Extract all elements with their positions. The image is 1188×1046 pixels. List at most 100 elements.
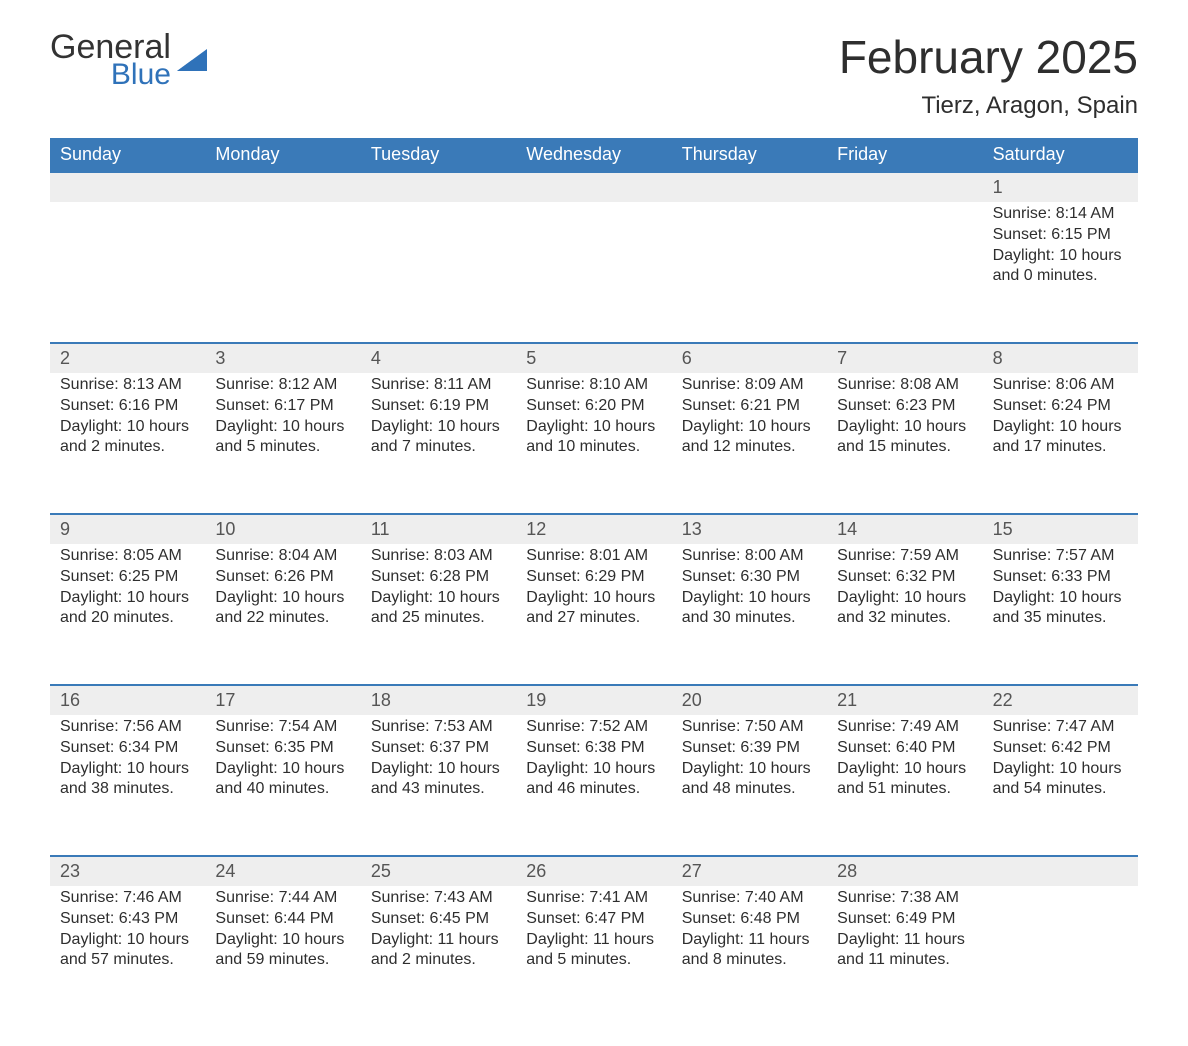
- day-d2: and 17 minutes.: [993, 437, 1128, 458]
- day-d2: and 51 minutes.: [837, 779, 972, 800]
- day-cell: Sunrise: 8:09 AMSunset: 6:21 PMDaylight:…: [672, 373, 827, 493]
- month-title: February 2025: [839, 30, 1138, 84]
- day-cell: [672, 202, 827, 322]
- day-cell: Sunrise: 8:11 AMSunset: 6:19 PMDaylight:…: [361, 373, 516, 493]
- weekday-header: Thursday: [672, 138, 827, 171]
- day-number: 19: [516, 686, 671, 715]
- day-sunset: Sunset: 6:37 PM: [371, 738, 506, 759]
- day-sunset: Sunset: 6:40 PM: [837, 738, 972, 759]
- day-info: Sunrise: 8:04 AMSunset: 6:26 PMDaylight:…: [215, 546, 350, 629]
- day-sunset: Sunset: 6:34 PM: [60, 738, 195, 759]
- day-d1: Daylight: 10 hours: [837, 759, 972, 780]
- day-info: Sunrise: 7:52 AMSunset: 6:38 PMDaylight:…: [526, 717, 661, 800]
- day-d1: Daylight: 11 hours: [526, 930, 661, 951]
- day-sunrise: Sunrise: 8:14 AM: [993, 204, 1128, 225]
- day-d1: Daylight: 10 hours: [837, 588, 972, 609]
- day-sunset: Sunset: 6:33 PM: [993, 567, 1128, 588]
- day-d1: Daylight: 10 hours: [215, 759, 350, 780]
- sail-icon: [177, 49, 207, 71]
- day-info: Sunrise: 7:59 AMSunset: 6:32 PMDaylight:…: [837, 546, 972, 629]
- day-info: Sunrise: 7:44 AMSunset: 6:44 PMDaylight:…: [215, 888, 350, 971]
- day-info: Sunrise: 7:41 AMSunset: 6:47 PMDaylight:…: [526, 888, 661, 971]
- day-info: Sunrise: 8:01 AMSunset: 6:29 PMDaylight:…: [526, 546, 661, 629]
- day-sunset: Sunset: 6:48 PM: [682, 909, 817, 930]
- day-info: Sunrise: 7:46 AMSunset: 6:43 PMDaylight:…: [60, 888, 195, 971]
- day-sunrise: Sunrise: 8:06 AM: [993, 375, 1128, 396]
- day-sunrise: Sunrise: 7:44 AM: [215, 888, 350, 909]
- day-d2: and 8 minutes.: [682, 950, 817, 971]
- day-d2: and 2 minutes.: [371, 950, 506, 971]
- day-number: 22: [983, 686, 1138, 715]
- day-number: 9: [50, 515, 205, 544]
- day-sunset: Sunset: 6:21 PM: [682, 396, 817, 417]
- day-d2: and 32 minutes.: [837, 608, 972, 629]
- day-sunset: Sunset: 6:29 PM: [526, 567, 661, 588]
- day-info: Sunrise: 8:05 AMSunset: 6:25 PMDaylight:…: [60, 546, 195, 629]
- day-number: 1: [983, 173, 1138, 202]
- day-info: Sunrise: 7:50 AMSunset: 6:39 PMDaylight:…: [682, 717, 817, 800]
- day-d2: and 5 minutes.: [526, 950, 661, 971]
- day-number: 21: [827, 686, 982, 715]
- day-cell: Sunrise: 7:43 AMSunset: 6:45 PMDaylight:…: [361, 886, 516, 1006]
- day-number: 17: [205, 686, 360, 715]
- calendar: SundayMondayTuesdayWednesdayThursdayFrid…: [50, 138, 1138, 1006]
- day-number: [205, 173, 360, 202]
- day-d1: Daylight: 11 hours: [682, 930, 817, 951]
- day-sunset: Sunset: 6:42 PM: [993, 738, 1128, 759]
- day-number: [983, 857, 1138, 886]
- day-cell: Sunrise: 7:41 AMSunset: 6:47 PMDaylight:…: [516, 886, 671, 1006]
- day-d2: and 38 minutes.: [60, 779, 195, 800]
- day-cell: Sunrise: 7:52 AMSunset: 6:38 PMDaylight:…: [516, 715, 671, 835]
- day-d1: Daylight: 10 hours: [993, 588, 1128, 609]
- day-sunset: Sunset: 6:45 PM: [371, 909, 506, 930]
- day-cell: Sunrise: 8:05 AMSunset: 6:25 PMDaylight:…: [50, 544, 205, 664]
- day-sunrise: Sunrise: 8:09 AM: [682, 375, 817, 396]
- day-number: 7: [827, 344, 982, 373]
- day-sunrise: Sunrise: 7:56 AM: [60, 717, 195, 738]
- calendar-week: 9101112131415Sunrise: 8:05 AMSunset: 6:2…: [50, 513, 1138, 664]
- day-info: Sunrise: 8:00 AMSunset: 6:30 PMDaylight:…: [682, 546, 817, 629]
- day-number: 24: [205, 857, 360, 886]
- day-cell: Sunrise: 7:40 AMSunset: 6:48 PMDaylight:…: [672, 886, 827, 1006]
- day-info: Sunrise: 7:47 AMSunset: 6:42 PMDaylight:…: [993, 717, 1128, 800]
- day-sunset: Sunset: 6:25 PM: [60, 567, 195, 588]
- day-info: Sunrise: 7:56 AMSunset: 6:34 PMDaylight:…: [60, 717, 195, 800]
- day-d1: Daylight: 10 hours: [60, 930, 195, 951]
- day-sunrise: Sunrise: 8:11 AM: [371, 375, 506, 396]
- day-number: 25: [361, 857, 516, 886]
- day-number: 5: [516, 344, 671, 373]
- day-info: Sunrise: 8:11 AMSunset: 6:19 PMDaylight:…: [371, 375, 506, 458]
- day-info: Sunrise: 8:06 AMSunset: 6:24 PMDaylight:…: [993, 375, 1128, 458]
- day-number: 14: [827, 515, 982, 544]
- day-sunrise: Sunrise: 8:05 AM: [60, 546, 195, 567]
- day-d1: Daylight: 10 hours: [837, 417, 972, 438]
- day-sunrise: Sunrise: 7:54 AM: [215, 717, 350, 738]
- title-block: February 2025 Tierz, Aragon, Spain: [839, 30, 1138, 120]
- day-d2: and 20 minutes.: [60, 608, 195, 629]
- day-cell: Sunrise: 7:50 AMSunset: 6:39 PMDaylight:…: [672, 715, 827, 835]
- day-d1: Daylight: 10 hours: [371, 417, 506, 438]
- day-info: Sunrise: 7:38 AMSunset: 6:49 PMDaylight:…: [837, 888, 972, 971]
- day-info: Sunrise: 8:13 AMSunset: 6:16 PMDaylight:…: [60, 375, 195, 458]
- day-cell: Sunrise: 8:13 AMSunset: 6:16 PMDaylight:…: [50, 373, 205, 493]
- day-info: Sunrise: 7:43 AMSunset: 6:45 PMDaylight:…: [371, 888, 506, 971]
- day-number: 2: [50, 344, 205, 373]
- day-sunset: Sunset: 6:35 PM: [215, 738, 350, 759]
- day-d1: Daylight: 10 hours: [526, 759, 661, 780]
- day-d2: and 59 minutes.: [215, 950, 350, 971]
- day-number: 6: [672, 344, 827, 373]
- weekday-header: Saturday: [983, 138, 1138, 171]
- day-cell: Sunrise: 7:54 AMSunset: 6:35 PMDaylight:…: [205, 715, 360, 835]
- logo-text: General Blue: [50, 30, 171, 90]
- day-cell: Sunrise: 7:46 AMSunset: 6:43 PMDaylight:…: [50, 886, 205, 1006]
- day-d2: and 15 minutes.: [837, 437, 972, 458]
- day-d1: Daylight: 10 hours: [60, 588, 195, 609]
- day-d1: Daylight: 10 hours: [60, 759, 195, 780]
- day-d1: Daylight: 10 hours: [682, 759, 817, 780]
- day-d1: Daylight: 10 hours: [60, 417, 195, 438]
- header: General Blue February 2025 Tierz, Aragon…: [50, 30, 1138, 120]
- weekday-header: Sunday: [50, 138, 205, 171]
- day-sunset: Sunset: 6:47 PM: [526, 909, 661, 930]
- day-d2: and 35 minutes.: [993, 608, 1128, 629]
- day-cell: [361, 202, 516, 322]
